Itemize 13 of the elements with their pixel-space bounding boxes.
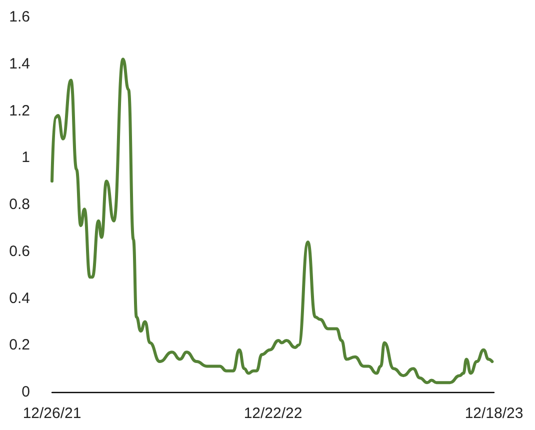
y-tick-label: 0.4 bbox=[9, 290, 30, 307]
y-tick-label: 0.8 bbox=[9, 196, 30, 213]
y-tick-label: 0 bbox=[22, 384, 30, 400]
y-tick-label: 1.2 bbox=[9, 102, 30, 120]
x-tick-label: 12/26/21 bbox=[22, 405, 82, 422]
y-tick-label: 1.6 bbox=[9, 8, 30, 26]
x-tick-label: 12/22/22 bbox=[244, 405, 302, 422]
y-tick-label: 1 bbox=[22, 149, 30, 166]
y-tick-label: 0.6 bbox=[9, 242, 30, 260]
y-tick-label: 1.4 bbox=[9, 55, 30, 72]
line-series bbox=[50, 58, 494, 384]
x-tick-label: 12/18/23 bbox=[464, 405, 524, 422]
y-tick-label: 0.2 bbox=[9, 336, 30, 354]
